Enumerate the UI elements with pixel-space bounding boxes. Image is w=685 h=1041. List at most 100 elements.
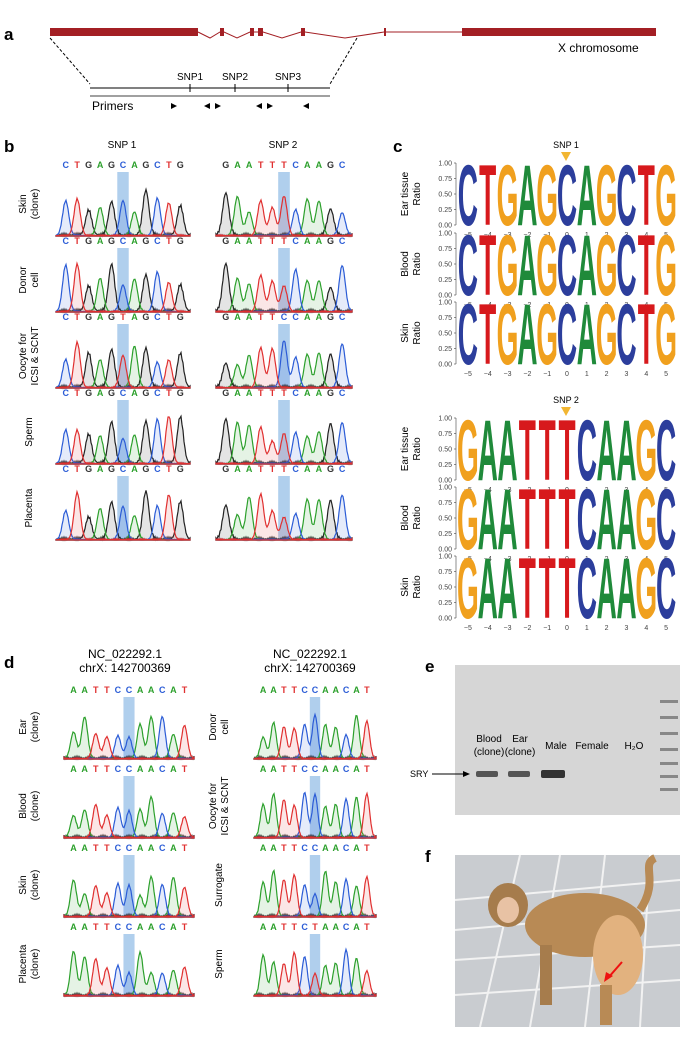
trace [253, 950, 377, 998]
y-tick-label: 0.00 [438, 616, 452, 623]
logo: CTGAGCAGCTG [458, 286, 677, 383]
x-tick-label: 0 [565, 232, 569, 239]
row-label: Skin [18, 875, 29, 894]
snp-highlight [278, 248, 290, 312]
x-tick-label: −3 [504, 232, 512, 239]
primers-label: Primers [92, 99, 133, 113]
x-tick-label: −4 [484, 556, 492, 563]
x-tick-label: 5 [664, 625, 668, 632]
row-label: Ratio [412, 252, 423, 276]
trace [55, 339, 191, 390]
snp-highlight [278, 476, 290, 540]
x-tick-label: 3 [625, 487, 629, 494]
trace [253, 718, 377, 761]
snp-highlight [117, 400, 129, 464]
x-tick-label: −1 [543, 232, 551, 239]
x-tick-label: 2 [605, 232, 609, 239]
trace [215, 424, 353, 466]
column-header: SNP 1 [108, 140, 137, 151]
row-label: Ratio [412, 321, 423, 345]
y-tick-label: 1.00 [438, 416, 452, 423]
x-tick-label: 3 [625, 302, 629, 309]
logo: GAATTTCAAGC [457, 402, 676, 499]
x-tick-label: −4 [484, 625, 492, 632]
y-tick-label: 1.00 [438, 161, 452, 168]
panel-label: b [4, 137, 14, 156]
snp-highlight [278, 324, 290, 388]
gel [455, 665, 680, 815]
y-tick-label: 0.25 [438, 207, 452, 214]
x-tick-label: −4 [484, 487, 492, 494]
x-tick-label: 4 [644, 302, 648, 309]
row-label: Ear tissue [400, 171, 411, 216]
row-label: Ratio [412, 182, 423, 206]
row-label: (clone) [30, 949, 41, 980]
snp-highlight [123, 697, 135, 759]
x-tick-label: −2 [523, 302, 531, 309]
x-tick-label: 0 [565, 487, 569, 494]
x-tick-label: 2 [605, 556, 609, 563]
y-tick-label: 0.50 [438, 447, 452, 454]
trace [63, 957, 195, 997]
y-tick-label: 0.50 [438, 262, 452, 269]
snp-marker [561, 407, 571, 416]
x-tick-label: −2 [523, 625, 531, 632]
column-header: chrX: 142700369 [264, 661, 356, 675]
x-tick-label: 3 [625, 371, 629, 378]
marker-label: SRY [410, 769, 428, 779]
column-header: SNP 2 [269, 140, 298, 151]
y-tick-label: 1.00 [438, 554, 452, 561]
y-tick-label: 0.25 [438, 346, 452, 353]
x-tick-label: 4 [644, 371, 648, 378]
x-tick-label: 1 [585, 302, 589, 309]
y-tick-label: 1.00 [438, 300, 452, 307]
panel-label: e [425, 657, 434, 676]
column-header: NC_022292.1 [273, 647, 347, 661]
snp-highlight [117, 248, 129, 312]
snp-label: SNP3 [275, 72, 302, 83]
snp-label: SNP2 [222, 72, 249, 83]
x-tick-label: 2 [605, 487, 609, 494]
x-tick-label: 3 [625, 556, 629, 563]
row-label: (clone) [30, 712, 41, 743]
lane-label: Ear [512, 734, 528, 745]
x-tick-label: 1 [585, 371, 589, 378]
y-tick-label: 0.25 [438, 531, 452, 538]
y-tick-label: 0.75 [438, 431, 452, 438]
row-label: (clone) [30, 870, 41, 901]
snp-highlight [309, 776, 321, 838]
trace [215, 491, 353, 542]
trace [215, 273, 353, 314]
row-label: Skin [18, 194, 29, 213]
x-tick-label: 3 [625, 232, 629, 239]
y-tick-label: 0.00 [438, 478, 452, 485]
x-tick-label: 5 [664, 487, 668, 494]
row-label: Donor [208, 713, 219, 741]
x-tick-label: 4 [644, 487, 648, 494]
row-label: Donor [18, 266, 29, 294]
x-tick-label: 5 [664, 302, 668, 309]
panel-label: f [425, 847, 431, 866]
chromosome-label: X chromosome [558, 41, 639, 55]
logo: GAATTTCAAGC [457, 540, 676, 637]
row-label: Skin [400, 323, 411, 342]
primer-map [49, 37, 358, 109]
x-tick-label: 0 [565, 371, 569, 378]
snp-highlight [123, 776, 135, 838]
x-tick-label: −2 [523, 232, 531, 239]
row-label: Ear [18, 719, 29, 735]
row-label: (clone) [30, 791, 41, 822]
x-tick-label: −3 [504, 371, 512, 378]
y-tick-label: 0.00 [438, 293, 452, 300]
x-tick-label: 0 [565, 625, 569, 632]
panel-label: c [393, 137, 402, 156]
